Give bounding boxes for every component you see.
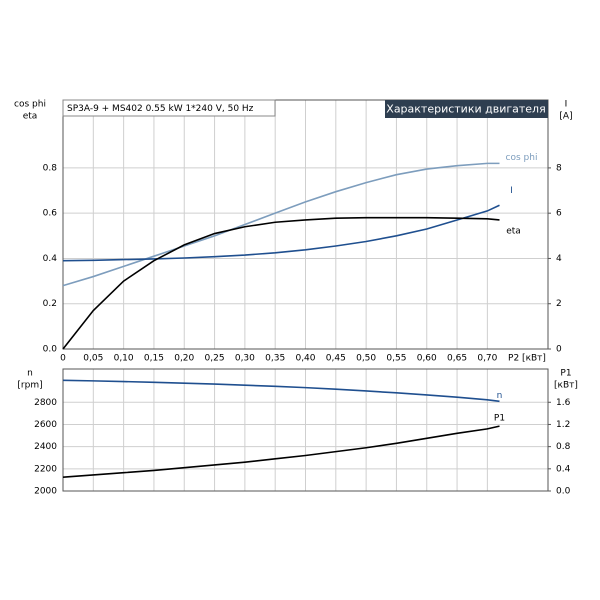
x-tick-label: 0,25 bbox=[205, 354, 225, 364]
x-axis-label: P2 [кВт] bbox=[508, 354, 546, 364]
subtitle-box bbox=[62, 99, 276, 117]
y2-tick-label: 4 bbox=[556, 254, 562, 264]
title-box bbox=[385, 100, 548, 118]
y-tick-label: 0.4 bbox=[43, 254, 58, 264]
y2-tick-label: 0 bbox=[556, 345, 562, 355]
series-label: eta bbox=[506, 226, 521, 236]
y2-axis-label: P1 bbox=[560, 369, 571, 379]
plot-frame bbox=[62, 99, 549, 350]
y-tick-label: 0.8 bbox=[43, 163, 58, 173]
line-series bbox=[62, 162, 500, 287]
series-label: n bbox=[497, 391, 503, 401]
subtitle: SP3A-9 + MS402 0.55 kW 1*240 V, 50 Hz bbox=[67, 104, 254, 114]
x-tick-label: 0,30 bbox=[235, 354, 255, 364]
y2-tick-label: 1.6 bbox=[556, 398, 571, 408]
y2-axis-label: [A] bbox=[559, 112, 572, 122]
y2-tick-label: 0.4 bbox=[556, 464, 571, 474]
x-tick-label: 0,50 bbox=[356, 354, 376, 364]
y-axis-label: [rpm] bbox=[17, 381, 42, 391]
x-tick-label: 0,15 bbox=[144, 354, 164, 364]
title: Характеристики двигателя bbox=[386, 103, 545, 116]
x-tick-label: 0,40 bbox=[295, 354, 315, 364]
x-tick-label: 0,70 bbox=[477, 354, 497, 364]
y-axis-label: n bbox=[27, 369, 33, 379]
y2-tick-label: 1.2 bbox=[556, 420, 570, 430]
series-label: I bbox=[510, 186, 513, 196]
y2-axis-label: I bbox=[565, 100, 568, 110]
y2-tick-label: 6 bbox=[556, 209, 562, 219]
y-axis-label: eta bbox=[23, 112, 38, 122]
y-tick-label: 2400 bbox=[34, 442, 57, 452]
series-label: cos phi bbox=[506, 153, 538, 163]
x-tick-label: 0,05 bbox=[83, 354, 103, 364]
y-tick-label: 2200 bbox=[34, 464, 57, 474]
y2-axis-label: [кВт] bbox=[554, 381, 578, 391]
y2-tick-label: 0.8 bbox=[556, 442, 571, 452]
x-tick-label: 0 bbox=[60, 354, 66, 364]
series-label: P1 bbox=[494, 414, 505, 424]
plot-frame bbox=[62, 368, 549, 492]
line-series bbox=[62, 425, 500, 478]
x-tick-label: 0,60 bbox=[417, 354, 437, 364]
y-tick-label: 2800 bbox=[34, 398, 57, 408]
y2-tick-label: 8 bbox=[556, 163, 562, 173]
y-tick-label: 2000 bbox=[34, 487, 57, 497]
line-series bbox=[62, 379, 500, 403]
line-series bbox=[62, 204, 500, 262]
y2-tick-label: 0.0 bbox=[556, 487, 571, 497]
x-tick-label: 0,20 bbox=[174, 354, 194, 364]
x-tick-label: 0,45 bbox=[326, 354, 346, 364]
x-tick-label: 0,35 bbox=[265, 354, 285, 364]
x-tick-label: 0,55 bbox=[386, 354, 406, 364]
y2-tick-label: 2 bbox=[556, 299, 562, 309]
line-series bbox=[62, 216, 500, 350]
y-tick-label: 2600 bbox=[34, 420, 57, 430]
y-tick-label: 0.0 bbox=[43, 345, 58, 355]
x-tick-label: 0,10 bbox=[114, 354, 134, 364]
y-tick-label: 0.6 bbox=[43, 209, 58, 219]
x-tick-label: 0,65 bbox=[447, 354, 467, 364]
y-tick-label: 0.2 bbox=[43, 299, 57, 309]
y-axis-label: cos phi bbox=[14, 100, 46, 110]
